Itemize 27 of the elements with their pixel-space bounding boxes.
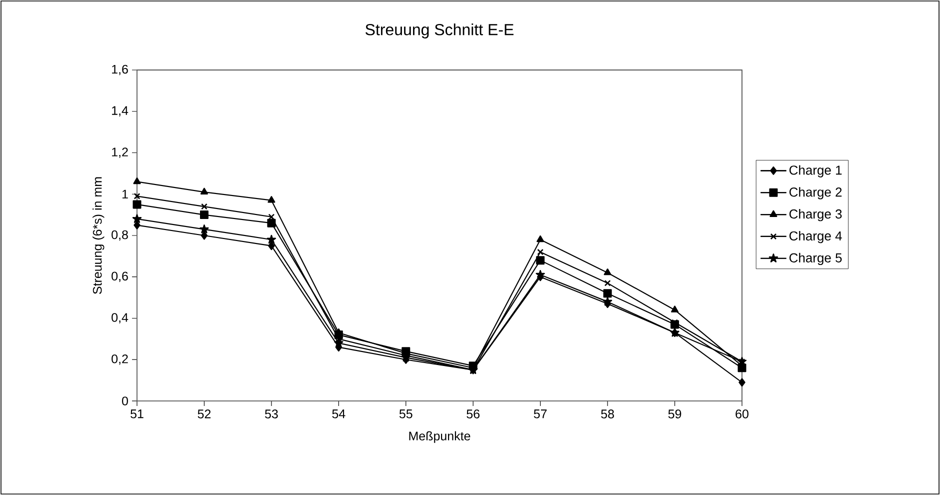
x-tick-label: 58: [601, 410, 614, 418]
legend-label: Charge 4: [789, 230, 842, 244]
legend-label: Charge 5: [789, 252, 842, 266]
x-tick-label: 53: [265, 410, 278, 418]
legend-label: Charge 3: [789, 209, 842, 222]
x-tick-label: 56: [466, 410, 480, 418]
y-tick-label: 1,2: [112, 148, 128, 158]
x-tick-label: 51: [130, 410, 144, 418]
y-axis-title: Streuung (6*s) in mm: [92, 177, 104, 294]
x-tick-label: 59: [668, 410, 682, 418]
y-tick-label: 0,8: [112, 230, 128, 241]
x-tick-label: 57: [534, 410, 547, 418]
x-tick-label: 54: [332, 410, 346, 418]
y-tick-label: 0,4: [112, 313, 128, 324]
x-tick-label: 60: [736, 410, 748, 418]
y-tick-label: 0: [122, 396, 128, 406]
legend-label: Charge 1: [789, 165, 842, 178]
chart-title: Streuung Schnitt E-E: [366, 24, 514, 38]
x-tick-label: 52: [198, 410, 211, 418]
y-tick-label: 0,6: [112, 272, 128, 282]
y-tick-label: 1: [122, 190, 128, 198]
y-tick-label: 1,4: [112, 106, 128, 116]
x-axis-title: Meßpunkte: [409, 431, 470, 443]
legend-label: Charge 2: [789, 187, 842, 200]
y-tick-label: 0,2: [112, 354, 128, 365]
x-tick-label: 55: [399, 410, 412, 418]
y-tick-label: 1,6: [112, 64, 128, 76]
